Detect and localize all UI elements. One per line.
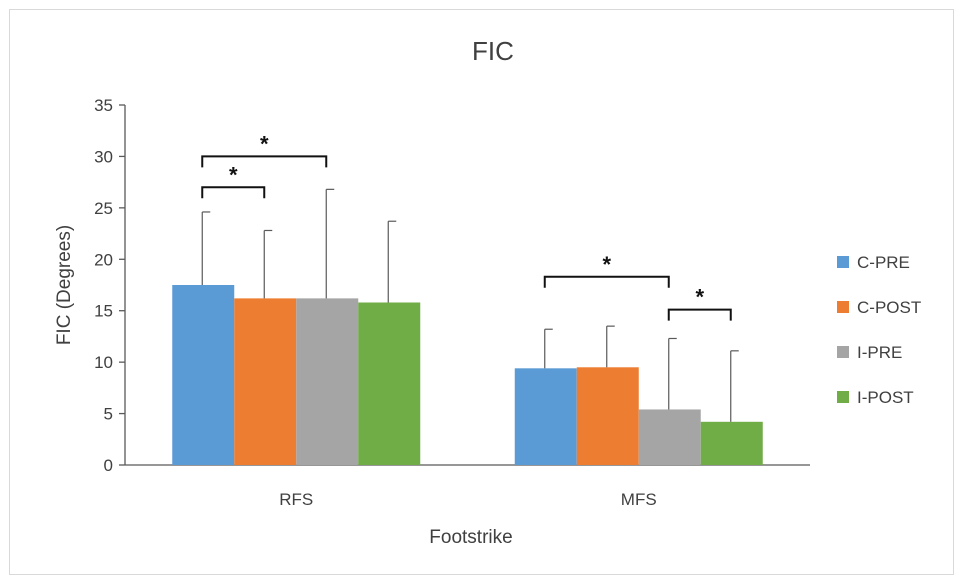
legend-swatch	[837, 391, 849, 403]
y-tick-label: 35	[94, 96, 113, 115]
legend-label: I-POST	[857, 388, 914, 407]
y-tick-label: 10	[94, 353, 113, 372]
significance-bracket	[667, 308, 732, 321]
legend-label: I-PRE	[857, 343, 902, 362]
significance-star: *	[229, 162, 238, 187]
bars	[172, 285, 763, 465]
legend: C-PRE C-POST I-PRE I-POST	[837, 253, 921, 407]
error-bars	[201, 188, 739, 422]
significance-bracket	[543, 275, 670, 288]
bar	[576, 367, 639, 465]
bar	[638, 409, 701, 465]
y-tick-label: 25	[94, 199, 113, 218]
legend-swatch	[837, 256, 849, 268]
legend-label: C-POST	[857, 298, 921, 317]
significance-star: *	[602, 252, 611, 277]
y-tick-label: 30	[94, 147, 113, 166]
x-axis-label: Footstrike	[429, 527, 512, 548]
y-tick-label: 15	[94, 302, 113, 321]
y-axis-label: FIC (Degrees)	[54, 225, 75, 345]
x-tick-label: MFS	[621, 490, 657, 509]
bar	[296, 298, 359, 465]
significance-star: *	[260, 131, 269, 156]
bar	[514, 368, 577, 465]
y-tick-label: 0	[104, 456, 113, 475]
significance-brackets: * * * *	[201, 131, 732, 321]
chart-frame	[9, 9, 954, 575]
x-tick-label: RFS	[279, 490, 313, 509]
legend-label: C-PRE	[857, 253, 910, 272]
bar	[358, 302, 421, 465]
bar	[700, 421, 763, 465]
bar	[234, 298, 297, 465]
bar	[172, 285, 235, 465]
significance-bracket	[201, 155, 328, 168]
chart-title: FIC	[472, 36, 514, 66]
significance-bracket	[201, 186, 266, 199]
y-tick-label: 20	[94, 250, 113, 269]
significance-star: *	[695, 285, 704, 310]
legend-swatch	[837, 301, 849, 313]
y-tick-label: 5	[104, 405, 113, 424]
legend-swatch	[837, 346, 849, 358]
